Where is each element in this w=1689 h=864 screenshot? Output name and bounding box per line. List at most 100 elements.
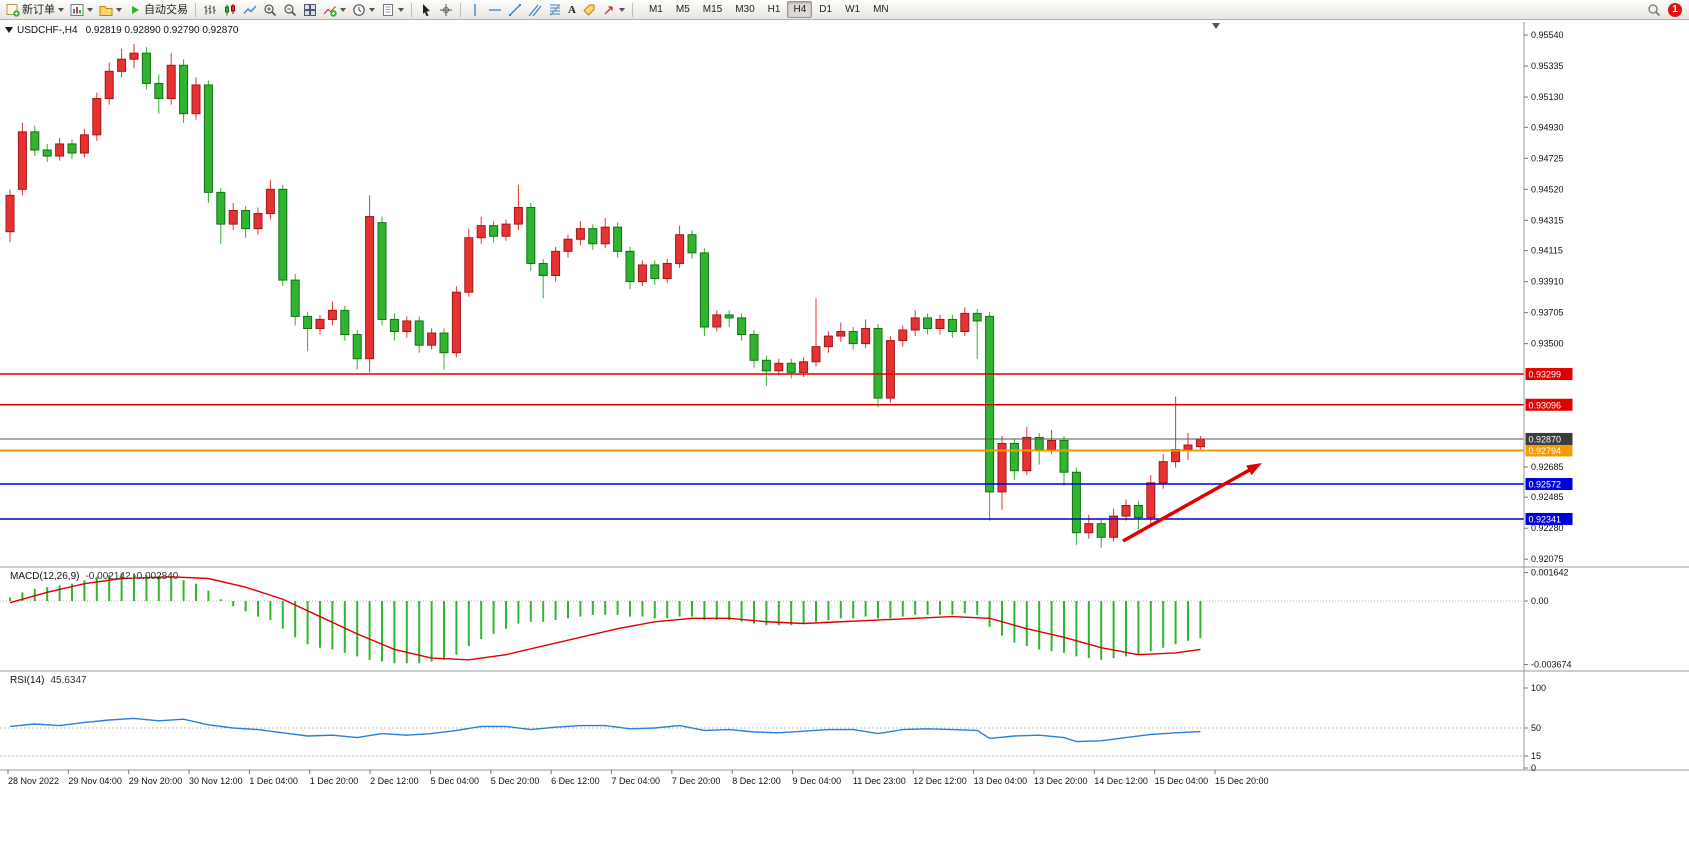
trend-arrow-shaft[interactable] [1122, 466, 1254, 543]
dropdown-caret-icon [398, 7, 404, 12]
new-order-icon [6, 3, 20, 17]
macd-label: MACD(12,26,9) -0.002142 -0.002840 [10, 571, 178, 582]
svg-text:0.93096: 0.93096 [1529, 400, 1562, 410]
chart-canvas[interactable]: 0.95540 0.95335 0.95130 0.94930 0.94725 0.945… [0, 20, 1689, 859]
autotrading-button[interactable]: 自动交易 [125, 1, 191, 19]
svg-text:0.94520: 0.94520 [1531, 184, 1564, 194]
svg-text:6 Dec 12:00: 6 Dec 12:00 [551, 776, 600, 786]
timeframe-button-H1[interactable]: H1 [767, 4, 781, 15]
bar-chart-button[interactable] [200, 1, 220, 19]
vertical-line-button[interactable] [465, 1, 485, 19]
price-marker-0.93096 [1525, 398, 1573, 411]
chart-shift-marker [1212, 23, 1220, 29]
indicators-button[interactable] [320, 1, 349, 19]
svg-text:1 Dec 04:00: 1 Dec 04:00 [249, 776, 298, 786]
macd-histogram [9, 573, 1202, 664]
svg-text:-0.003674: -0.003674 [1531, 660, 1572, 670]
trend-arrow-head[interactable] [1246, 463, 1262, 476]
svg-text:0.92280: 0.92280 [1531, 523, 1564, 533]
profiles-button[interactable] [96, 1, 125, 19]
svg-text:1 Dec 20:00: 1 Dec 20:00 [310, 776, 359, 786]
trendline-button[interactable] [505, 1, 525, 19]
line-chart-icon [243, 3, 257, 17]
timeframe-button-D1[interactable]: D1 [819, 4, 833, 15]
one-click-trading-toggle[interactable] [5, 27, 13, 33]
dropdown-caret-icon [618, 7, 625, 12]
arrows-tool-button[interactable] [599, 1, 628, 19]
channel-button[interactable] [525, 1, 545, 19]
candlestick-chart-button[interactable] [220, 1, 240, 19]
autotrading-play-icon [128, 3, 142, 17]
svg-text:0.95130: 0.95130 [1531, 92, 1564, 102]
svg-text:0.92870: 0.92870 [1529, 434, 1562, 444]
cursor-button[interactable] [416, 1, 436, 19]
svg-text:15 Dec 20:00: 15 Dec 20:00 [1215, 776, 1269, 786]
candles-layer [5, 44, 1205, 548]
svg-text:0.92341: 0.92341 [1529, 514, 1562, 524]
text-label-button[interactable] [579, 1, 599, 19]
macd-signal-line [9, 576, 1201, 661]
text-tool-button[interactable]: A [565, 1, 579, 19]
svg-text:0.92075: 0.92075 [1531, 554, 1564, 564]
svg-text:30 Nov 12:00: 30 Nov 12:00 [189, 776, 243, 786]
svg-text:0.00: 0.00 [1531, 596, 1549, 606]
svg-text:50: 50 [1531, 723, 1541, 733]
notification-badge[interactable]: 1 [1668, 2, 1682, 17]
timeframe-button-H4[interactable]: H4 [787, 1, 813, 18]
new-order-button[interactable]: 新订单 [3, 1, 67, 19]
crosshair-icon [439, 3, 453, 17]
tile-windows-button[interactable] [300, 1, 320, 19]
zoom-in-icon [263, 3, 277, 17]
search-icon [1647, 3, 1661, 17]
svg-text:29 Nov 20:00: 29 Nov 20:00 [129, 776, 183, 786]
clock-icon [352, 3, 366, 17]
template-icon [381, 3, 395, 17]
svg-text:13 Dec 04:00: 13 Dec 04:00 [974, 776, 1028, 786]
zoom-out-button[interactable] [280, 1, 300, 19]
toolbar-separator [460, 2, 461, 17]
svg-text:29 Nov 04:00: 29 Nov 04:00 [68, 776, 122, 786]
zoom-in-button[interactable] [260, 1, 280, 19]
svg-text:12 Dec 12:00: 12 Dec 12:00 [913, 776, 967, 786]
svg-text:5 Dec 20:00: 5 Dec 20:00 [491, 776, 540, 786]
search-button[interactable] [1644, 1, 1664, 19]
svg-text:0.93910: 0.93910 [1531, 277, 1564, 287]
timeframe-button-M1[interactable]: M1 [648, 4, 663, 15]
timeframe-group: M1 M5 M15 M30 H1 H4 D1 W1 MN [643, 1, 895, 18]
timeframe-button-M15[interactable]: M15 [702, 4, 723, 15]
new-order-label: 新订单 [22, 3, 55, 16]
profiles-icon [99, 3, 113, 17]
toolbar-separator [411, 2, 412, 17]
dropdown-caret-icon [87, 7, 93, 12]
price-marker-0.92572 [1525, 478, 1573, 491]
rsi-name-text: RSI(14) [10, 675, 45, 686]
timeframe-button-M30[interactable]: M30 [735, 4, 755, 15]
macd-name-text: MACD(12,26,9) [10, 571, 80, 582]
svg-text:8 Dec 12:00: 8 Dec 12:00 [732, 776, 781, 786]
line-chart-button[interactable] [240, 1, 260, 19]
macd-values-text: -0.002142 -0.002840 [85, 571, 179, 582]
svg-text:0.001642: 0.001642 [1531, 568, 1569, 578]
new-chart-icon [70, 3, 84, 17]
timeframe-button-MN[interactable]: MN [873, 4, 889, 15]
svg-text:15: 15 [1531, 751, 1541, 761]
trendline-icon [508, 3, 522, 17]
periods-button[interactable] [349, 1, 378, 19]
horizontal-line-button[interactable] [485, 1, 505, 19]
templates-button[interactable] [378, 1, 407, 19]
fibonacci-icon [548, 3, 562, 17]
crosshair-button[interactable] [436, 1, 456, 19]
fibonacci-button[interactable] [545, 1, 565, 19]
cursor-icon [419, 3, 433, 17]
svg-text:11 Dec 23:00: 11 Dec 23:00 [853, 776, 906, 786]
price-marker-0.92794 [1525, 444, 1573, 457]
timeframe-button-W1[interactable]: W1 [845, 4, 861, 15]
dropdown-caret-icon [340, 7, 346, 12]
new-chart-button[interactable] [67, 1, 96, 19]
text-tool-label: A [568, 3, 576, 16]
svg-text:0.92485: 0.92485 [1531, 492, 1564, 502]
svg-text:0.94725: 0.94725 [1531, 153, 1564, 163]
main-toolbar: 新订单 自动交易 [0, 0, 1689, 20]
timeframe-button-M5[interactable]: M5 [675, 4, 690, 15]
svg-text:0.95540: 0.95540 [1531, 30, 1564, 40]
